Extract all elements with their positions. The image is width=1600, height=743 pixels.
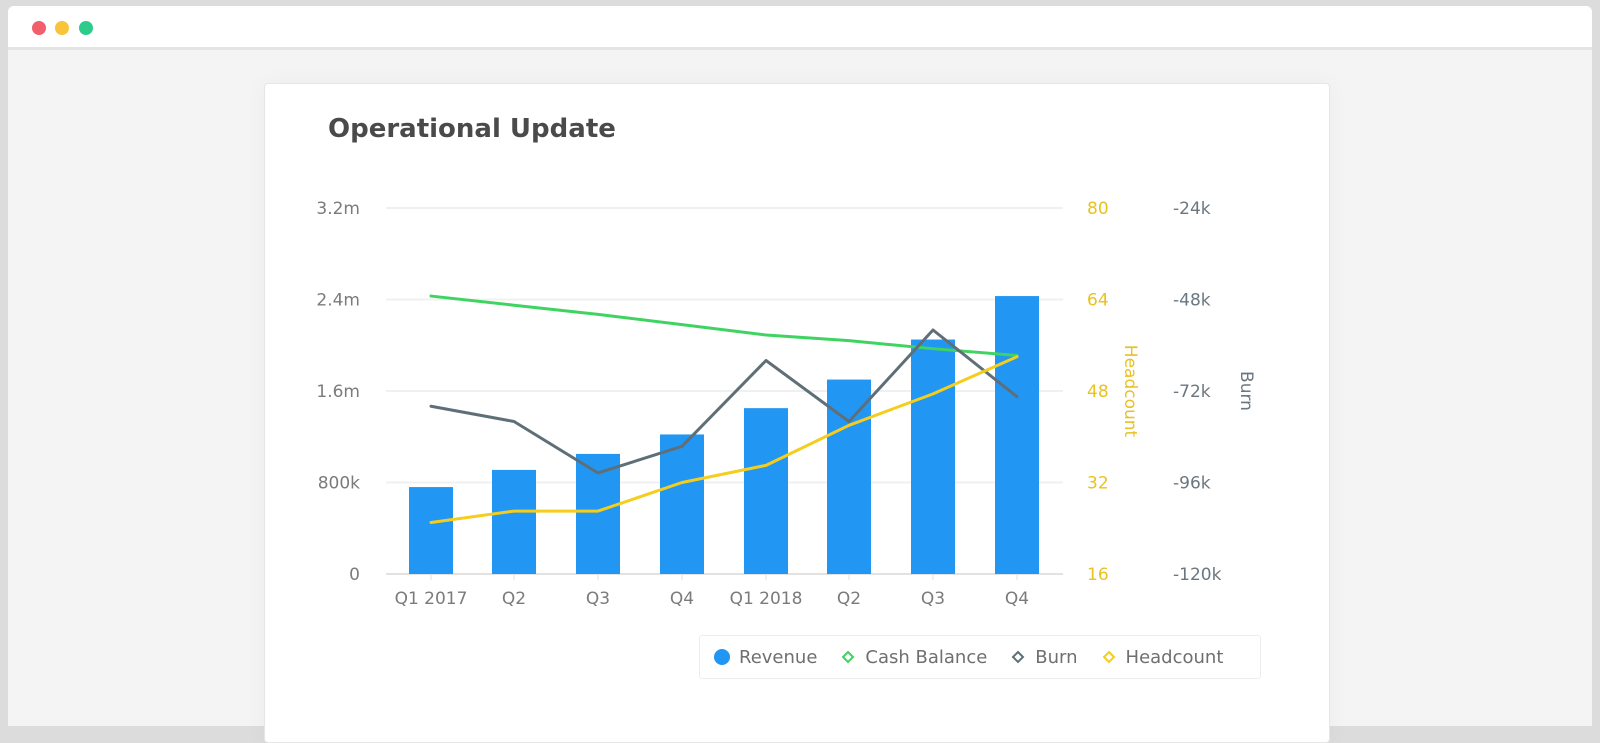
close-window-button[interactable] [32,21,46,35]
burn-axis-tick: -72k [1173,382,1211,402]
x-axis-tick: Q2 [502,589,526,609]
x-axis-tick: Q1 2017 [395,589,468,609]
diamond-outline-icon [1009,648,1027,666]
headcount-axis-tick: 16 [1087,565,1109,585]
burn-axis-tick: -48k [1173,291,1211,311]
revenue-bar[interactable] [911,339,955,574]
filled-circle-icon [713,648,731,666]
revenue-bar[interactable] [744,408,788,574]
chart-card: Operational Update 3.2m 80 -24k 2.4m 64 -48k 1… [264,83,1330,743]
chart-legend: Revenue Cash Balance Burn Headcount [699,635,1261,679]
x-axis-tick: Q1 2018 [730,589,803,609]
minimize-window-button[interactable] [55,21,69,35]
revenue-bar[interactable] [492,469,536,574]
chart-title: Operational Update [328,114,616,144]
legend-item-cash-balance[interactable]: Cash Balance [839,647,987,668]
burn-line[interactable] [429,328,1019,475]
x-axis-tick: Q4 [1005,589,1029,609]
legend-item-burn[interactable]: Burn [1009,646,1078,668]
x-axis-tick: Q3 [921,589,945,609]
revenue-bar[interactable] [995,296,1039,574]
legend-label: Burn [1035,646,1078,668]
left-axis-tick: 800k [318,474,360,494]
legend-label: Cash Balance [865,646,988,668]
revenue-bar[interactable] [660,434,704,574]
legend-item-headcount[interactable]: Headcount [1100,646,1224,668]
combo-chart: 3.2m 80 -24k 2.4m 64 -48k 1.6m 48 -72k 800k 32 -96k… [316,199,1256,609]
headcount-axis-tick: 80 [1087,199,1109,219]
window-titlebar [8,6,1592,50]
legend-item-revenue[interactable]: Revenue [713,647,817,668]
x-axis-tick: Q3 [586,589,610,609]
burn-axis-title: Burn [1236,371,1256,411]
headcount-line[interactable] [429,355,1019,525]
headcount-axis-tick: 32 [1087,474,1109,494]
x-axis-tick: Q4 [670,589,694,609]
left-axis-tick: 2.4m [316,291,360,311]
burn-axis-tick: -24k [1173,199,1211,219]
headcount-axis-tick: 64 [1087,291,1109,311]
x-axis-tick: Q2 [837,589,861,609]
left-axis-tick: 0 [349,565,360,585]
left-axis-tick: 1.6m [316,382,360,402]
burn-axis-tick: -96k [1173,474,1211,494]
headcount-axis-tick: 48 [1087,382,1109,402]
legend-label: Headcount [1125,646,1224,668]
maximize-window-button[interactable] [79,21,93,35]
revenue-bar[interactable] [409,487,453,574]
legend-label: Revenue [739,646,818,668]
left-axis-tick: 3.2m [316,199,360,219]
diamond-outline-icon [839,648,857,666]
headcount-axis-title: Headcount [1120,345,1140,438]
diamond-outline-icon [1100,648,1118,666]
burn-axis-tick: -120k [1173,565,1222,585]
